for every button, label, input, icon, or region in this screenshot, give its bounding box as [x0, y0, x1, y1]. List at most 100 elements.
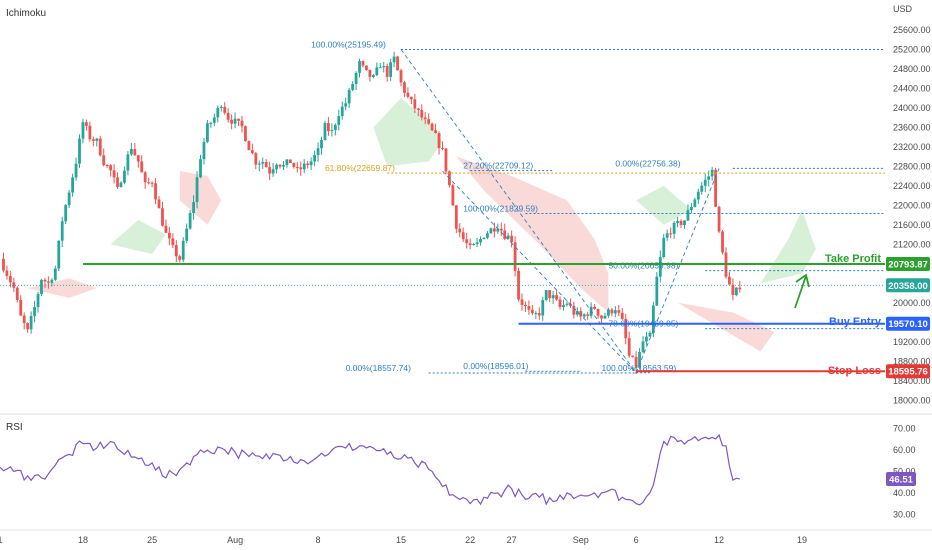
candle-body [288, 159, 292, 164]
candle-body [71, 177, 74, 193]
candle-body [479, 238, 482, 243]
price-tick-label: 18000.00 [893, 395, 931, 405]
candle-body [67, 192, 71, 206]
buy-entry-label: Buy Entry [829, 316, 882, 328]
candle-body [631, 355, 635, 357]
time-tick-label: Sep [573, 535, 589, 545]
time-tick-label: 1 [0, 535, 3, 545]
price-tick-label: 22400.00 [893, 181, 931, 191]
candle-body [517, 270, 520, 300]
rsi-tick-label: 50.00 [893, 467, 916, 477]
candle-body [551, 295, 555, 299]
cloud-area [110, 219, 166, 254]
candle-body [537, 313, 541, 316]
candle-body [620, 312, 624, 320]
candle-body [244, 126, 247, 142]
candle-body [728, 276, 731, 285]
price-tick-label: 24400.00 [893, 83, 931, 93]
candle-body [302, 163, 306, 170]
candle-body [206, 123, 209, 142]
candle-body [64, 205, 68, 222]
time-tick-label: Aug [227, 535, 243, 545]
price-tag-label: 20358.00 [888, 281, 928, 292]
fib-level-label: 0.00%(18557.74) [346, 363, 411, 373]
candle-body [223, 107, 227, 113]
candle-body [313, 155, 316, 162]
candle-body [26, 323, 30, 330]
price-tick-label: 21600.00 [893, 220, 931, 230]
candle-body [486, 233, 489, 238]
candle-body [154, 183, 157, 200]
candle-body [316, 148, 320, 156]
price-tag [886, 257, 930, 272]
candle-body [534, 313, 538, 315]
candle-body [444, 148, 448, 172]
candle-body [690, 206, 693, 211]
rsi-panel: 70.00 60.00 50.00 40.00 30.00 46.51 [0, 424, 916, 519]
candle-body [178, 256, 182, 260]
candle-body [648, 332, 652, 337]
take-profit-label: Take Profit [825, 253, 881, 265]
time-tick-label: 8 [316, 535, 321, 545]
candle-body [254, 153, 258, 165]
candle-body [344, 103, 348, 107]
candle-body [202, 141, 206, 160]
candle-body [226, 112, 230, 120]
candle-body [717, 206, 721, 232]
candle-body [174, 245, 178, 257]
rsi-tick-label: 70.00 [893, 424, 916, 434]
candle-body [112, 170, 116, 178]
cloud-area [636, 185, 692, 225]
fib-trend-line [442, 170, 637, 374]
candle-body [617, 310, 621, 313]
candle-body [320, 139, 323, 149]
candle-body [489, 228, 493, 234]
candle-body [468, 243, 472, 246]
fib-level-label: 100.00%(21829.59) [463, 204, 538, 214]
candle-body [129, 149, 133, 155]
candle-body [264, 162, 268, 168]
candle-body [185, 228, 189, 241]
price-tick-label: 18400.00 [893, 376, 931, 386]
rsi-title: RSI [6, 422, 23, 433]
candle-body [427, 119, 431, 124]
price-tick-label: 24800.00 [893, 64, 931, 74]
candle-body [15, 287, 19, 300]
price-tick-label: 20000.00 [893, 298, 931, 308]
candle-body [482, 237, 486, 239]
fib-trend-line [635, 168, 720, 373]
candle-body [278, 164, 282, 167]
candle-body [472, 244, 476, 246]
candle-body [240, 120, 244, 127]
price-tag [886, 278, 930, 293]
candle-body [116, 177, 119, 188]
candle-body [12, 282, 16, 288]
cloud-area [179, 171, 222, 225]
candle-body [416, 108, 420, 110]
candle-body [665, 233, 669, 238]
candle-body [714, 169, 718, 207]
price-tick-label: 21200.00 [893, 239, 931, 249]
candle-body [85, 122, 88, 126]
rsi-tick-label: 60.00 [893, 445, 916, 455]
candle-body [582, 314, 586, 317]
candle-body [645, 336, 648, 342]
time-tick-label: 18 [78, 535, 88, 545]
candle-body [323, 123, 327, 140]
candle-body [53, 268, 57, 280]
candle-body [562, 304, 565, 308]
fib-level-label: 0.00%(22756.38) [615, 158, 680, 168]
candle-body [721, 231, 724, 253]
rsi-tick-label: 40.00 [893, 488, 916, 498]
candle-body [261, 162, 265, 164]
candle-body [738, 287, 742, 290]
candle-body [679, 220, 683, 225]
fib-level-label: 50.00%(20659.98) [608, 261, 678, 271]
candle-body [250, 150, 254, 154]
candle-body [686, 210, 690, 221]
candle-body [434, 130, 437, 134]
candle-body [199, 159, 202, 178]
time-tick-label: 25 [147, 535, 157, 545]
candle-body [212, 117, 216, 123]
